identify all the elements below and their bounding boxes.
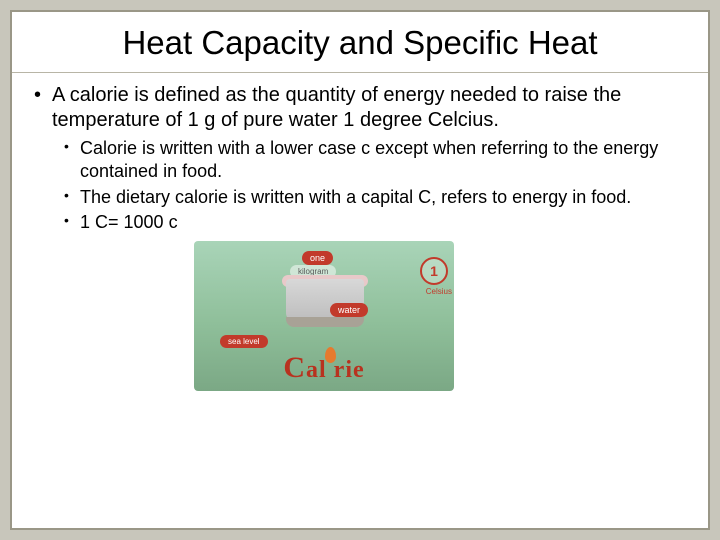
label-sea-level: sea level <box>220 335 268 348</box>
main-bullet: A calorie is defined as the quantity of … <box>34 83 686 133</box>
calorie-logo: Calrie <box>194 351 454 385</box>
flame-icon <box>325 347 336 363</box>
label-water: water <box>330 303 368 317</box>
sub-bullet-3: 1 C= 1000 c <box>64 211 686 234</box>
slide-frame: Heat Capacity and Specific Heat A calori… <box>10 10 710 530</box>
sub-bullet-2: The dietary calorie is written with a ca… <box>64 186 686 209</box>
celsius-badge: 1 <box>420 257 448 285</box>
sub-bullet-list: Calorie is written with a lower case c e… <box>34 137 686 235</box>
logo-cap: C <box>283 351 306 384</box>
celsius-label: Celsius <box>426 287 452 296</box>
celsius-badge-text: 1 <box>430 263 438 279</box>
calorie-infographic: one kilogram 1 Celsius water sea level C… <box>194 241 454 391</box>
graphic-container: one kilogram 1 Celsius water sea level C… <box>194 241 686 391</box>
label-one: one <box>302 251 333 265</box>
content-area: A calorie is defined as the quantity of … <box>12 73 708 391</box>
slide-title: Heat Capacity and Specific Heat <box>12 24 708 73</box>
sub-bullet-1: Calorie is written with a lower case c e… <box>64 137 686 184</box>
cup-base <box>286 317 364 327</box>
